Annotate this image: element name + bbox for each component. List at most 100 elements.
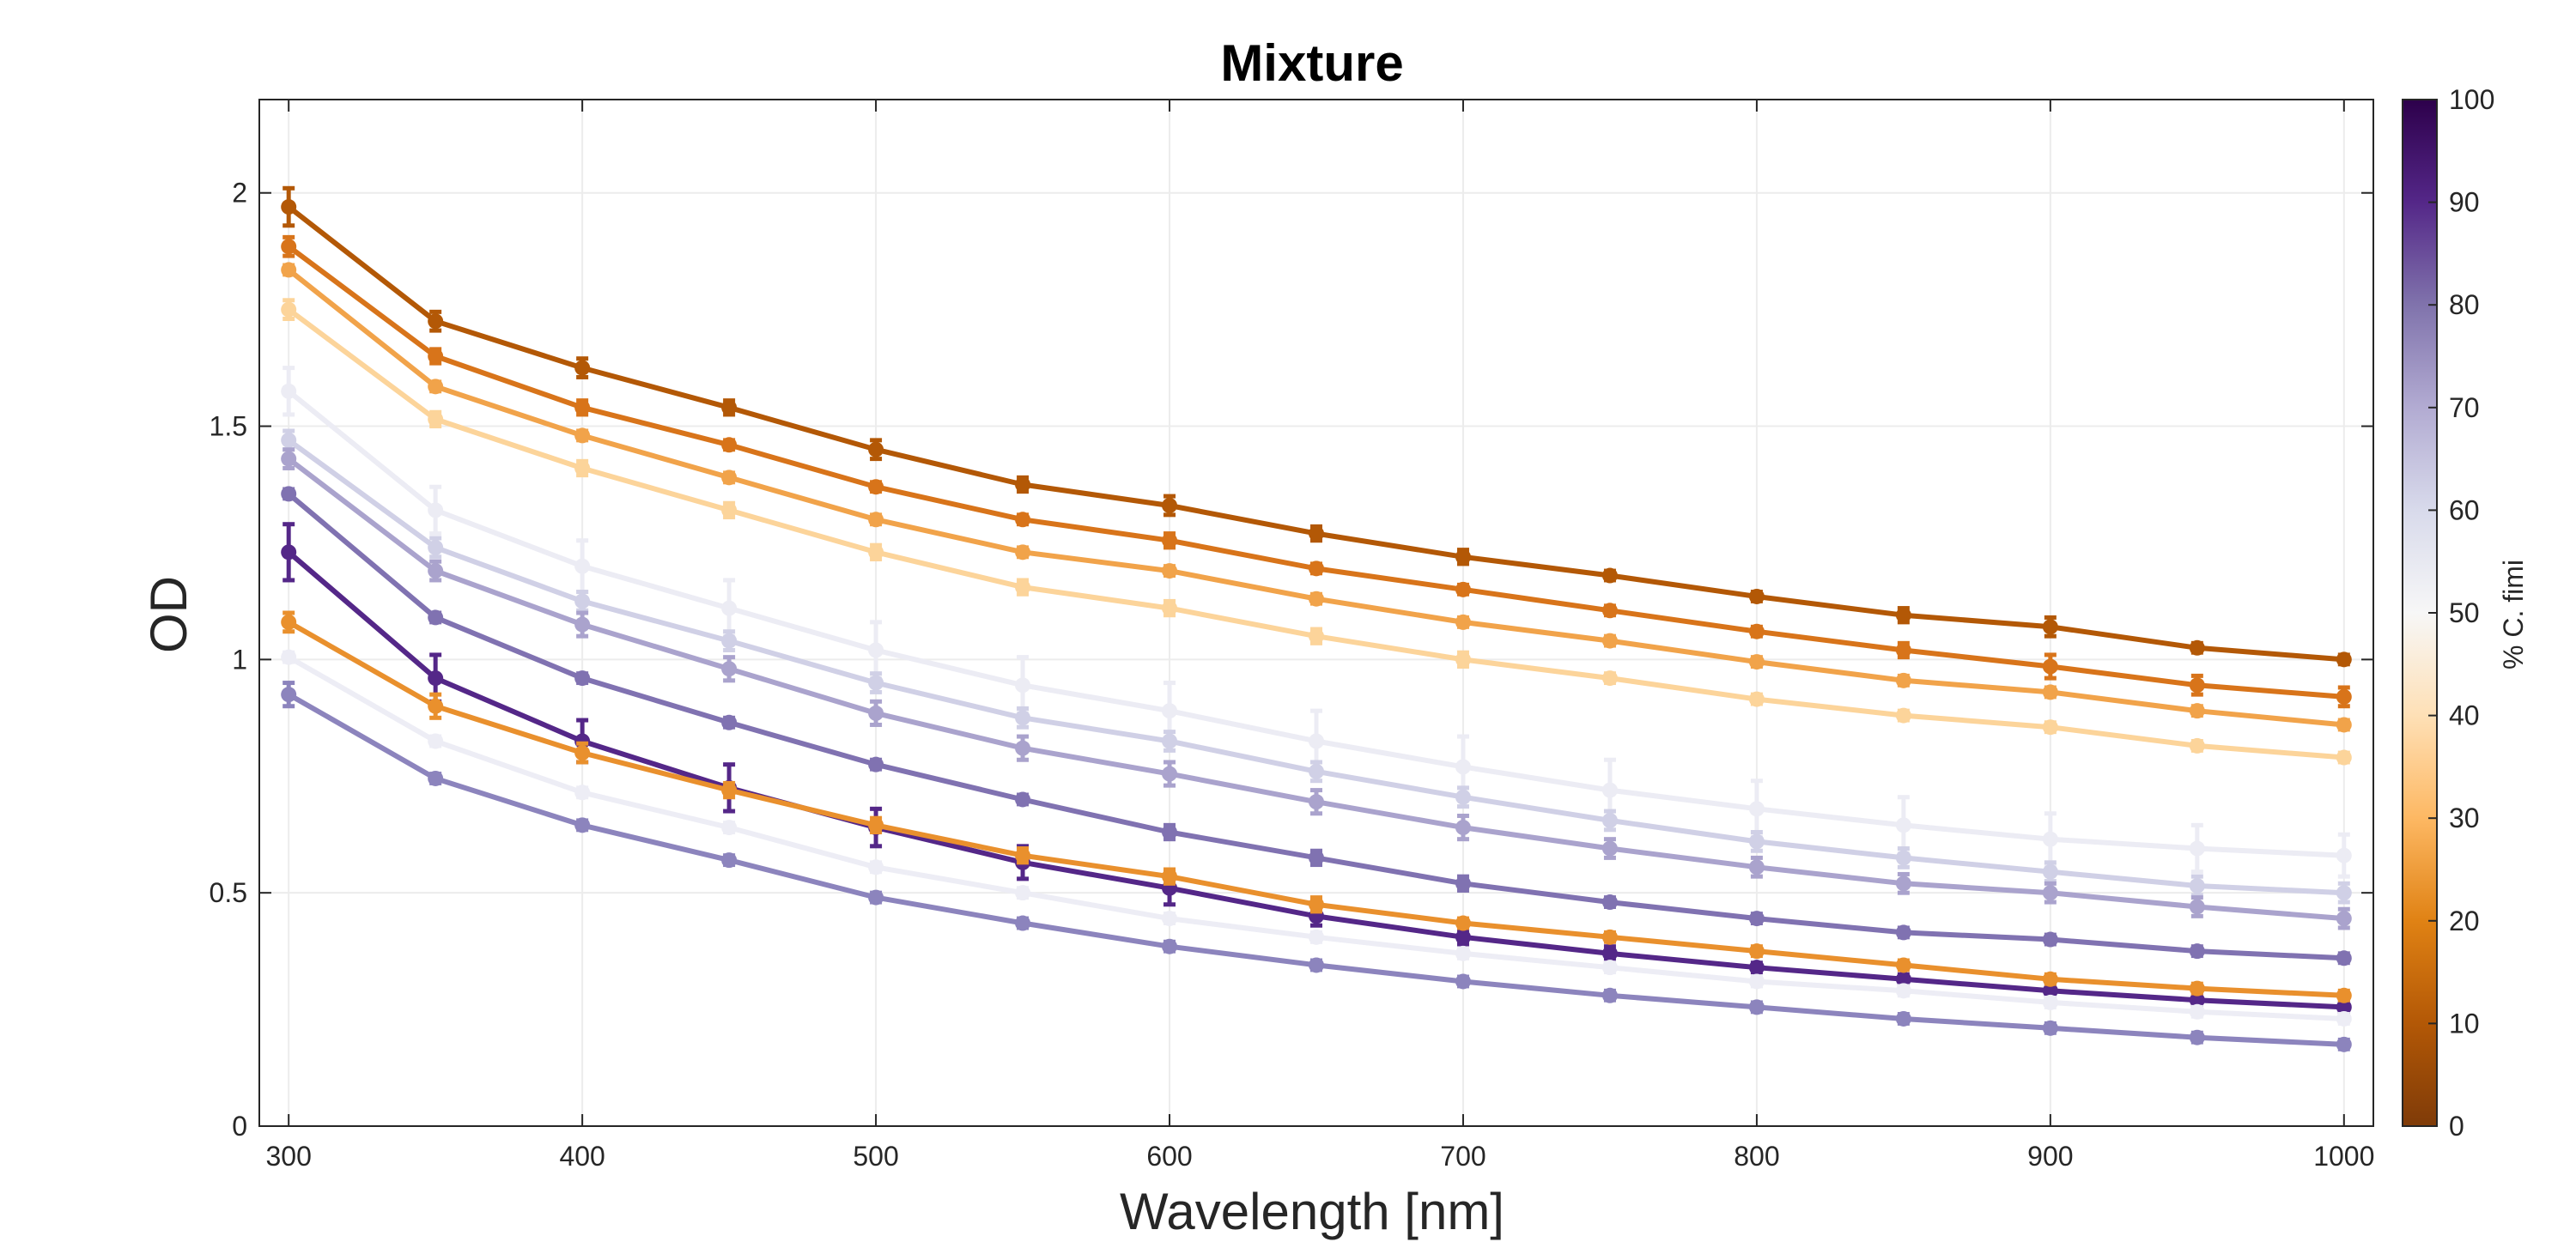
data-point [1162,824,1178,840]
data-point [574,616,591,633]
data-point [868,544,884,560]
series-10 [281,610,2352,1003]
series-12 [281,681,2352,1052]
y-tick-label: 2 [232,178,247,209]
data-point [1601,670,1618,687]
data-point [2189,878,2205,894]
data-point [1015,791,1031,808]
data-point [1015,476,1031,493]
x-tick-label: 500 [853,1141,898,1172]
x-tick-label: 400 [559,1141,605,1172]
data-point [1601,945,1618,961]
data-point [1162,532,1178,548]
data-point [574,460,591,476]
data-point [2042,658,2058,675]
data-point [281,383,297,399]
data-point [281,486,297,502]
data-point [1895,672,1911,688]
data-point [2189,1029,2205,1045]
data-point [2189,943,2205,960]
data-point [281,432,297,448]
x-tick-label: 1000 [2313,1141,2374,1172]
data-point [1895,1010,1911,1027]
plot-frame [258,99,2374,1127]
data-point [2336,999,2352,1015]
data-point [1162,766,1178,782]
data-point [868,817,884,833]
data-point [868,889,884,906]
data-point [868,512,884,528]
data-point [1309,896,1324,912]
data-point [1748,859,1765,875]
data-point [868,675,884,691]
data-point [1455,875,1471,892]
data-point [721,661,738,677]
data-point [1895,957,1911,973]
data-point [2042,863,2058,880]
data-point [2336,717,2352,733]
data-point [1601,929,1618,945]
data-point [1162,938,1178,954]
data-point [721,399,738,415]
data-point [574,817,591,833]
data-point [1601,782,1618,798]
series-2 [281,234,2352,709]
data-point [1162,869,1178,885]
data-point [1162,911,1178,927]
data-point [428,770,444,786]
data-point [1601,603,1618,619]
series-5 [281,366,2352,879]
data-point [1015,579,1031,596]
data-point [1015,885,1031,901]
data-point [2336,987,2352,1003]
data-point [2042,983,2058,999]
data-point [1601,960,1618,976]
data-point [574,785,591,801]
data-point [721,714,738,730]
data-point [574,670,591,687]
data-point [2189,992,2205,1009]
y-tick-label: 0.5 [210,877,247,908]
data-point [1309,733,1324,749]
series-11 [281,649,2352,1027]
data-point [2042,684,2058,700]
data-point [721,782,738,798]
data-point [428,563,444,579]
data-point [1015,740,1031,756]
data-point [281,199,297,215]
data-point [2042,994,2058,1010]
data-point [281,649,297,665]
data-point [2336,688,2352,705]
data-point [2189,737,2205,754]
data-point [1309,794,1324,810]
data-point [428,670,444,687]
colorbar-tick-label: 60 [2449,494,2480,525]
axes-layer: 300 400 500 600 700 800 900 1000 0 0.5 1 1.5 2 [210,99,2374,1172]
data-point [281,544,297,560]
data-point [1748,911,1765,927]
x-axis-label: Wavelength [nm] [1120,1183,1504,1240]
data-point [1601,567,1618,584]
plot-area [259,100,2373,1126]
colorbar: 0 10 20 30 40 50 60 70 80 90 100 [2402,84,2494,1142]
data-point [1455,973,1471,990]
colorbar-tick-label: 30 [2449,803,2480,833]
data-point [2189,677,2205,694]
colorbar-tick-label: 50 [2449,597,2480,628]
data-point [1895,607,1911,623]
data-point [1748,833,1765,850]
data-point [1895,924,1911,941]
data-point [1601,987,1618,1003]
data-point [2336,950,2352,966]
data-point [1895,983,1911,999]
data-point [1309,525,1324,542]
data-point [721,820,738,836]
data-point [574,745,591,761]
data-point [1748,960,1765,976]
data-point [1601,840,1618,857]
data-point [1015,677,1031,694]
data-point [1455,915,1471,931]
data-point [2189,980,2205,997]
data-point [1601,633,1618,649]
data-point [721,633,738,649]
